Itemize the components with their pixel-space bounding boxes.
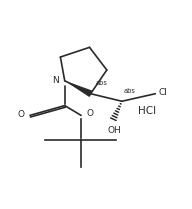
Text: OH: OH	[107, 126, 121, 135]
Text: abs: abs	[96, 80, 108, 86]
Text: O: O	[17, 110, 24, 119]
Text: O: O	[86, 109, 93, 118]
Text: HCl: HCl	[138, 106, 156, 116]
Text: Cl: Cl	[159, 88, 167, 97]
Text: N: N	[53, 76, 59, 85]
Polygon shape	[69, 83, 92, 96]
Text: abs: abs	[124, 88, 136, 94]
